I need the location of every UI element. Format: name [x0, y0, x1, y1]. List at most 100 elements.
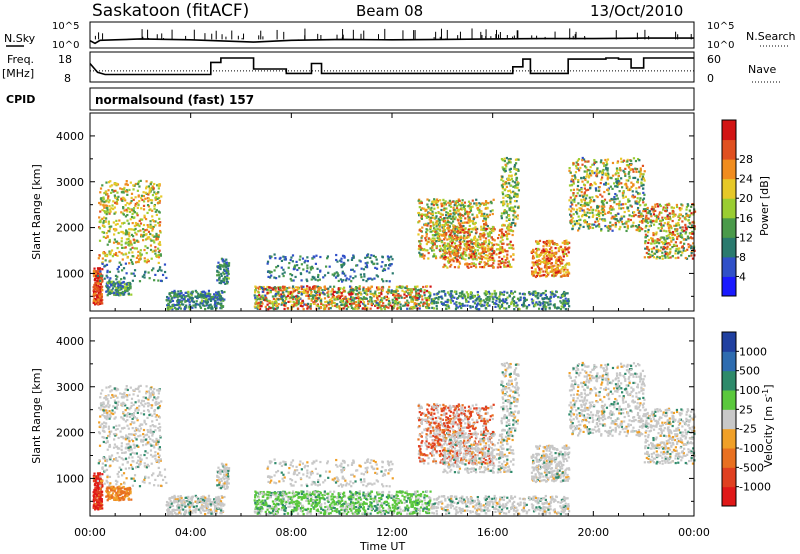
power-cell	[677, 256, 680, 259]
power-cell	[120, 278, 123, 281]
power-cell	[395, 285, 399, 288]
power-cell	[197, 292, 200, 295]
power-cell	[378, 302, 381, 305]
power-cell	[106, 253, 109, 256]
power-cell	[344, 274, 347, 277]
power-cell	[375, 258, 378, 261]
power-cell	[598, 170, 602, 173]
power-cell	[505, 234, 509, 238]
power-cell	[353, 307, 356, 310]
power-cell	[681, 236, 684, 239]
power-cell	[437, 211, 440, 214]
power-cell	[287, 266, 290, 269]
power-cell	[154, 224, 157, 227]
power-cell	[577, 202, 580, 205]
power-cell	[634, 176, 637, 180]
power-cell	[438, 248, 441, 251]
power-cell	[426, 198, 429, 201]
power-cell	[217, 301, 220, 304]
power-cell	[581, 214, 584, 217]
power-cell	[637, 224, 641, 227]
power-cell	[430, 216, 434, 219]
power-cell	[621, 160, 624, 163]
power-cell	[614, 178, 618, 181]
power-cell	[361, 307, 365, 310]
power-cell	[507, 229, 510, 232]
power-cell	[455, 235, 458, 239]
power-cell	[159, 221, 162, 224]
power-cell	[456, 244, 460, 247]
power-cell	[109, 259, 112, 262]
power-cell	[168, 307, 172, 310]
power-cell	[113, 212, 116, 215]
power-cell	[418, 307, 421, 310]
power-cell	[567, 246, 570, 250]
power-cell	[268, 300, 272, 303]
power-cell	[601, 210, 605, 213]
power-cell	[102, 235, 105, 239]
power-cell	[436, 203, 439, 207]
power-cell	[289, 258, 292, 262]
power-cell	[603, 164, 606, 168]
power-cell	[353, 288, 356, 292]
power-cell	[468, 243, 471, 247]
power-cell	[658, 203, 661, 206]
power-cell	[593, 199, 596, 202]
power-cell	[131, 279, 135, 282]
power-cell	[135, 256, 139, 259]
power-cell	[426, 296, 430, 299]
power-cell	[417, 233, 420, 236]
power-cell	[155, 209, 158, 212]
power-cell	[314, 296, 317, 299]
power-cell	[256, 304, 259, 308]
power-cell	[545, 274, 549, 278]
power-cell	[315, 293, 319, 297]
power-cell	[369, 256, 372, 260]
power-cell	[642, 209, 645, 213]
power-cell	[467, 205, 470, 208]
power-cell	[224, 282, 227, 285]
power-cell	[607, 229, 610, 232]
power-cell	[191, 306, 194, 309]
power-cell	[410, 288, 414, 291]
power-cell	[571, 199, 574, 202]
power-cell	[447, 201, 450, 204]
power-cell	[261, 294, 264, 297]
power-cell	[604, 224, 607, 228]
power-cell	[419, 294, 422, 297]
power-cell	[573, 223, 577, 226]
power-cell	[104, 220, 107, 223]
power-cell	[380, 265, 383, 268]
power-cell	[611, 206, 614, 209]
power-cell	[424, 214, 428, 217]
power-cell	[175, 294, 178, 298]
power-cell	[579, 225, 582, 228]
power-cell	[537, 259, 541, 262]
power-cell	[330, 297, 333, 300]
power-cell	[430, 241, 433, 244]
power-cell	[594, 182, 597, 186]
power-cell	[498, 251, 501, 255]
power-cell	[391, 272, 394, 275]
power-cell	[439, 199, 442, 202]
power-cell	[538, 262, 542, 266]
power-cell	[153, 205, 156, 208]
power-cell	[448, 250, 451, 253]
power-cell	[655, 216, 659, 219]
power-cell	[144, 270, 147, 273]
power-cell	[467, 266, 470, 269]
power-cell	[385, 295, 389, 298]
power-cell	[120, 197, 123, 200]
power-cell	[552, 269, 555, 272]
power-cell	[511, 180, 514, 183]
power-cell	[138, 280, 142, 283]
power-cell	[310, 297, 313, 301]
power-cell	[133, 216, 136, 219]
power-cell	[115, 240, 118, 243]
power-cell	[432, 240, 435, 243]
power-cell	[587, 160, 590, 163]
power-cell	[568, 169, 571, 172]
power-cell	[616, 185, 619, 188]
power-cell	[376, 302, 379, 305]
power-cell	[101, 208, 104, 212]
